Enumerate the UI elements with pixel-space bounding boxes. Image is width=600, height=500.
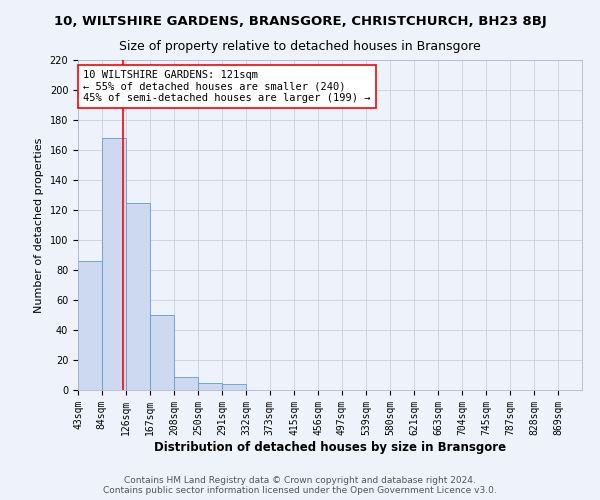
Bar bbox=[78, 261, 102, 390]
Bar bbox=[126, 202, 150, 390]
Bar bbox=[102, 138, 125, 390]
Bar bbox=[150, 315, 174, 390]
Bar bbox=[222, 384, 246, 390]
Text: 10, WILTSHIRE GARDENS, BRANSGORE, CHRISTCHURCH, BH23 8BJ: 10, WILTSHIRE GARDENS, BRANSGORE, CHRIST… bbox=[53, 15, 547, 28]
Text: 10 WILTSHIRE GARDENS: 121sqm
← 55% of detached houses are smaller (240)
45% of s: 10 WILTSHIRE GARDENS: 121sqm ← 55% of de… bbox=[83, 70, 371, 103]
X-axis label: Distribution of detached houses by size in Bransgore: Distribution of detached houses by size … bbox=[154, 440, 506, 454]
Text: Size of property relative to detached houses in Bransgore: Size of property relative to detached ho… bbox=[119, 40, 481, 53]
Text: Contains HM Land Registry data © Crown copyright and database right 2024.
Contai: Contains HM Land Registry data © Crown c… bbox=[103, 476, 497, 495]
Bar bbox=[174, 376, 198, 390]
Bar bbox=[199, 382, 222, 390]
Y-axis label: Number of detached properties: Number of detached properties bbox=[34, 138, 44, 312]
